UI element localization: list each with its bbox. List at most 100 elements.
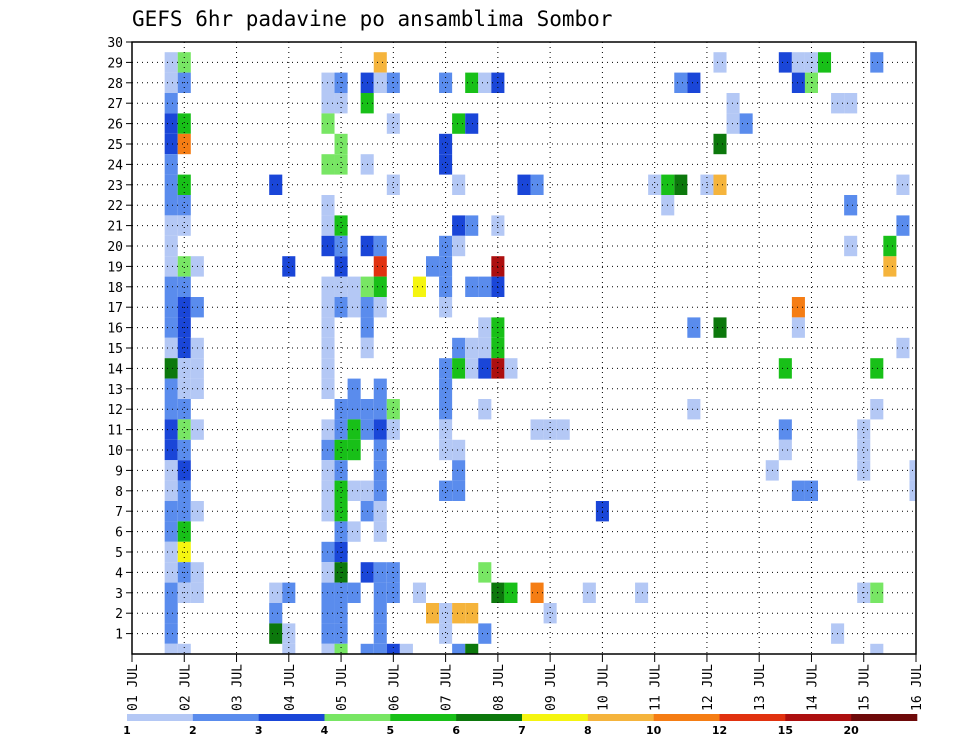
heat-cell bbox=[334, 215, 348, 236]
heat-cell bbox=[465, 358, 479, 379]
y-tick-label: 29 bbox=[107, 56, 123, 71]
heat-cell bbox=[373, 419, 387, 440]
y-tick-label: 18 bbox=[107, 281, 123, 296]
heat-cell bbox=[269, 603, 283, 624]
heat-cell bbox=[373, 52, 387, 73]
heat-cell bbox=[452, 460, 466, 481]
heat-cell bbox=[177, 378, 191, 399]
heat-cell bbox=[517, 174, 531, 195]
heat-cell bbox=[465, 72, 479, 93]
heat-cell bbox=[347, 399, 361, 420]
heat-cell bbox=[164, 541, 178, 563]
heat-cell bbox=[164, 603, 178, 624]
x-tick-label: 12 JUL bbox=[701, 664, 716, 711]
heat-cell bbox=[452, 215, 466, 236]
chart-title: GEFS 6hr padavine po ansamblima Sombor bbox=[132, 7, 612, 31]
heat-cell bbox=[164, 93, 178, 114]
heat-cell bbox=[177, 439, 191, 461]
heat-cell bbox=[452, 643, 466, 654]
y-tick-label: 26 bbox=[107, 118, 123, 133]
heat-cell bbox=[347, 582, 361, 603]
heat-cell bbox=[778, 439, 792, 461]
y-tick-label: 9 bbox=[115, 464, 123, 479]
heat-cell bbox=[177, 133, 191, 155]
data-cells bbox=[164, 52, 916, 654]
heat-cell bbox=[883, 256, 897, 277]
heat-cell bbox=[177, 113, 191, 134]
heat-cell bbox=[386, 399, 400, 420]
heat-cell bbox=[269, 623, 283, 644]
heat-cell bbox=[373, 480, 387, 501]
heat-cell bbox=[334, 460, 348, 481]
heat-cell bbox=[164, 501, 178, 522]
heat-cell bbox=[282, 623, 296, 644]
heat-cell bbox=[164, 419, 178, 440]
heat-cell bbox=[373, 297, 387, 318]
heat-cell bbox=[373, 643, 387, 654]
y-axis: 1234567891011121314151617181920212223242… bbox=[107, 36, 132, 643]
heat-cell bbox=[791, 72, 805, 93]
heat-cell bbox=[478, 317, 492, 338]
heat-cell bbox=[164, 358, 178, 379]
y-tick-label: 21 bbox=[107, 220, 123, 235]
y-tick-label: 27 bbox=[107, 97, 123, 112]
heat-cell bbox=[412, 582, 426, 603]
y-tick-label: 8 bbox=[115, 485, 123, 500]
legend-swatch bbox=[522, 714, 589, 721]
heat-cell bbox=[713, 133, 727, 155]
heat-cell bbox=[373, 399, 387, 420]
legend-swatch bbox=[785, 714, 852, 721]
heat-cell bbox=[844, 235, 858, 257]
heat-cell bbox=[452, 337, 466, 359]
heat-cell bbox=[373, 623, 387, 644]
heat-cell bbox=[334, 439, 348, 461]
heat-cell bbox=[844, 93, 858, 114]
heat-cell bbox=[439, 378, 453, 399]
heat-cell bbox=[164, 154, 178, 175]
heat-cell bbox=[177, 643, 191, 654]
heat-cell bbox=[465, 276, 479, 297]
legend-label: 5 bbox=[387, 724, 395, 737]
legend-label: 4 bbox=[321, 724, 329, 737]
x-tick-label: 05 JUL bbox=[335, 664, 350, 711]
heat-cell bbox=[177, 480, 191, 501]
x-tick-label: 09 JUL bbox=[544, 664, 559, 711]
legend-swatch bbox=[324, 714, 391, 721]
heat-cell bbox=[347, 276, 361, 297]
y-tick-label: 13 bbox=[107, 383, 123, 398]
y-tick-label: 16 bbox=[107, 322, 123, 337]
heat-cell bbox=[504, 358, 518, 379]
heat-cell bbox=[164, 256, 178, 277]
heat-cell bbox=[282, 643, 296, 654]
y-tick-label: 25 bbox=[107, 138, 123, 153]
heat-cell bbox=[857, 460, 871, 481]
heat-cell bbox=[478, 276, 492, 297]
heat-cell bbox=[373, 460, 387, 481]
heat-cell bbox=[164, 460, 178, 481]
heat-cell bbox=[478, 623, 492, 644]
heat-cell bbox=[439, 276, 453, 297]
y-tick-label: 7 bbox=[115, 505, 123, 520]
heat-cell bbox=[373, 582, 387, 603]
heat-cell bbox=[373, 603, 387, 624]
heat-cell bbox=[674, 174, 688, 195]
heat-cell bbox=[347, 419, 361, 440]
heat-cell bbox=[465, 337, 479, 359]
heat-cell bbox=[778, 419, 792, 440]
y-tick-label: 6 bbox=[115, 526, 123, 541]
heat-cell bbox=[556, 419, 570, 440]
x-tick-label: 01 JUL bbox=[126, 664, 141, 711]
heat-cell bbox=[373, 378, 387, 399]
heat-cell bbox=[373, 72, 387, 93]
heat-cell bbox=[465, 113, 479, 134]
heat-cell bbox=[439, 439, 453, 461]
heat-cell bbox=[164, 52, 178, 73]
heat-cell bbox=[177, 195, 191, 216]
heat-cell bbox=[883, 235, 897, 257]
legend-swatch bbox=[653, 714, 720, 721]
heat-cell bbox=[687, 399, 701, 420]
heat-cell bbox=[334, 256, 348, 277]
heat-cell bbox=[844, 195, 858, 216]
heat-cell bbox=[177, 256, 191, 277]
